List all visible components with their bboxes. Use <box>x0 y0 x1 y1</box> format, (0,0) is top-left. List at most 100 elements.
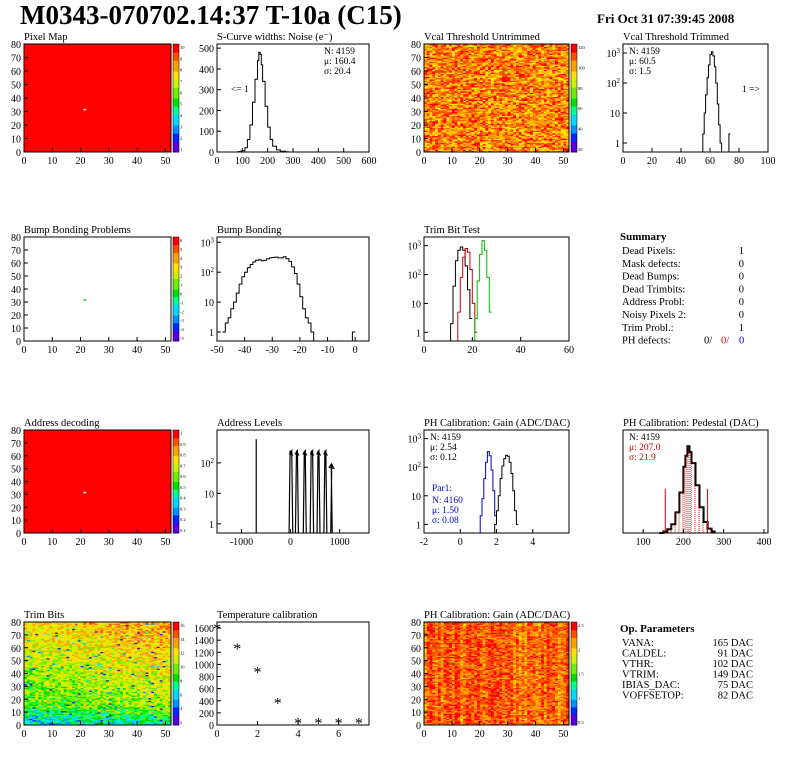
heatmap-cell <box>529 111 534 114</box>
heatmap-cell <box>463 112 467 115</box>
heatmap-cell <box>535 114 539 116</box>
heatmap-cell <box>451 49 455 52</box>
heatmap-cell <box>490 57 495 60</box>
heatmap-cell <box>521 143 525 146</box>
heatmap-cell <box>521 93 525 96</box>
heatmap-cell <box>493 116 497 119</box>
heatmap-cell <box>541 131 545 134</box>
z-scale-cell <box>173 122 179 126</box>
heatmap-cell <box>549 44 553 46</box>
heatmap-cell <box>476 87 481 89</box>
heatmap-cell <box>449 100 453 103</box>
heatmap-cell <box>538 110 542 112</box>
heatmap-cell <box>482 89 486 92</box>
heatmap-cell <box>471 134 475 137</box>
heatmap-cell <box>543 93 547 96</box>
heatmap-cell <box>435 108 439 111</box>
heatmap-cell <box>521 127 525 130</box>
heatmap-cell <box>557 112 561 115</box>
heatmap-cell <box>499 125 503 127</box>
heatmap-cell <box>114 722 118 725</box>
heatmap-cell <box>527 102 531 104</box>
heatmap-cell <box>449 98 453 100</box>
heatmap-cell <box>538 71 542 73</box>
heatmap-cell <box>499 64 503 66</box>
heatmap-cell <box>502 145 506 147</box>
heatmap-cell <box>543 135 547 138</box>
heatmap-cell <box>432 89 436 92</box>
heatmap-cell <box>504 138 508 141</box>
heatmap-cell <box>532 46 536 49</box>
heatmap-cell <box>549 145 553 147</box>
heatmap-cell <box>485 125 489 127</box>
heatmap-cell <box>465 71 469 73</box>
heatmap-cell <box>449 46 453 49</box>
heatmap-cell <box>474 75 478 77</box>
heatmap-cell <box>546 115 550 118</box>
heatmap-cell <box>485 96 489 99</box>
y-tick-label: 70 <box>11 439 21 450</box>
heatmap-cell <box>465 135 469 138</box>
heatmap-cell <box>485 99 489 101</box>
heatmap-cell <box>541 53 545 56</box>
heatmap-cell <box>465 118 469 120</box>
heatmap-cell <box>488 84 492 87</box>
heatmap-cell <box>513 108 517 111</box>
table-row-value: 1 <box>739 246 744 257</box>
heatmap-cell <box>549 114 553 116</box>
heatmap-cell <box>446 149 450 151</box>
heatmap-cell <box>507 126 511 128</box>
heatmap-cell <box>463 129 467 131</box>
heatmap-cell <box>496 123 500 126</box>
heatmap-cell <box>460 92 464 95</box>
heatmap-cell <box>566 133 570 135</box>
heatmap-cell <box>493 125 497 127</box>
heatmap-cell <box>457 130 461 133</box>
heatmap-cell <box>460 108 464 111</box>
heatmap-cell <box>535 122 539 124</box>
heatmap-cell <box>543 57 547 60</box>
heatmap-cell <box>521 58 525 61</box>
heatmap-cell <box>566 104 570 107</box>
heatmap-cell <box>432 99 436 101</box>
heatmap-cell <box>507 87 511 89</box>
heatmap-cell <box>449 81 453 84</box>
heatmap-cell <box>504 89 508 92</box>
heatmap-cell <box>490 58 495 61</box>
heatmap-cell <box>563 92 567 95</box>
heatmap-cell <box>479 110 483 112</box>
heatmap-cell <box>527 126 531 128</box>
trim-bit-test-series-1 <box>455 248 478 342</box>
heatmap-cell <box>476 69 481 72</box>
heatmap-cell <box>549 129 553 131</box>
heatmap-cell <box>443 79 447 81</box>
heatmap-cell <box>471 104 475 107</box>
heatmap-cell <box>446 135 450 138</box>
heatmap-cell <box>493 76 497 79</box>
heatmap-cell <box>502 115 506 118</box>
heatmap-cell <box>538 143 542 146</box>
heatmap-cell <box>529 115 534 118</box>
heatmap-cell <box>454 112 458 115</box>
heatmap-cell <box>435 92 439 95</box>
heatmap-cell <box>476 110 481 112</box>
heatmap-cell <box>485 108 489 111</box>
heatmap-cell <box>471 89 475 92</box>
heatmap-cell <box>490 141 495 143</box>
x-tick-label: 100 <box>761 156 776 167</box>
heatmap-cell <box>566 139 570 142</box>
heatmap-cell <box>552 100 556 103</box>
heatmap-cell <box>457 79 461 81</box>
z-scale-cell <box>571 52 577 56</box>
heatmap-cell <box>535 102 539 104</box>
heatmap-cell <box>543 58 547 61</box>
heatmap-cell <box>482 125 486 127</box>
heatmap-cell <box>440 111 444 114</box>
y-tick-label: 1 <box>615 139 620 150</box>
heatmap-cell <box>435 53 439 56</box>
vcal-trimmed-series-0 <box>699 51 731 153</box>
heatmap-cell <box>485 123 489 126</box>
heatmap-cell <box>449 54 453 57</box>
heatmap-cell <box>521 119 525 122</box>
heatmap-cell <box>424 60 428 62</box>
